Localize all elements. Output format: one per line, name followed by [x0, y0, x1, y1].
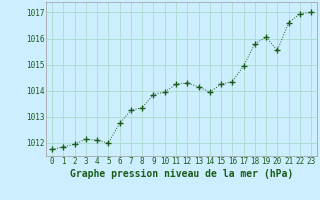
X-axis label: Graphe pression niveau de la mer (hPa): Graphe pression niveau de la mer (hPa) [70, 169, 293, 179]
